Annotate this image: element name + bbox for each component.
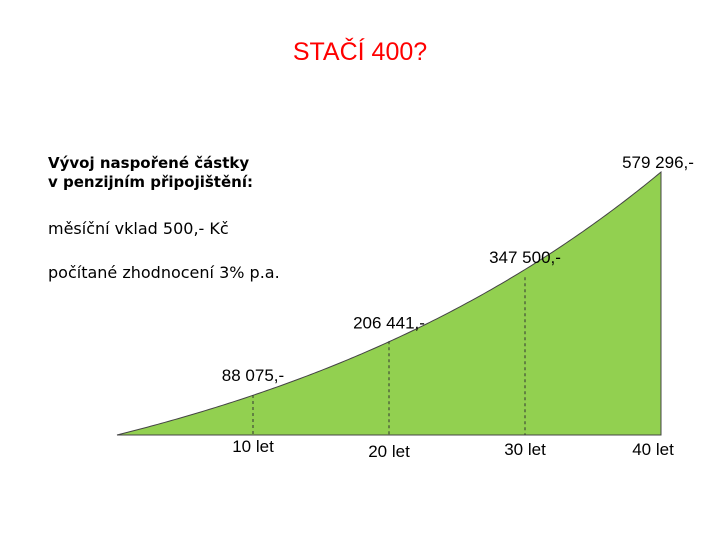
time-label-10: 10 let <box>232 437 274 456</box>
info-heading-line1: Vývoj naspořené částky <box>48 154 250 172</box>
value-label-10: 88 075,- <box>222 366 284 385</box>
page-title: STAČÍ 400? <box>292 38 428 66</box>
time-label-40: 40 let <box>632 440 674 459</box>
chart-marks: 88 075,- 10 let 206 441,- 20 let 347 500,- 30… <box>222 153 694 461</box>
value-label-40: 579 296,- <box>622 153 694 172</box>
value-label-30: 347 500,- <box>489 248 561 267</box>
time-label-30: 30 let <box>504 440 546 459</box>
interest-rate-text: počítané zhodnocení 3% p.a. <box>48 263 280 282</box>
monthly-deposit-text: měsíční vklad 500,- Kč <box>48 219 229 238</box>
info-heading: Vývoj naspořené částky v penzijním připo… <box>48 154 253 192</box>
time-label-20: 20 let <box>368 442 410 461</box>
value-label-20: 206 441,- <box>353 313 425 332</box>
info-heading-line2: v penzijním připojištění: <box>48 173 253 191</box>
